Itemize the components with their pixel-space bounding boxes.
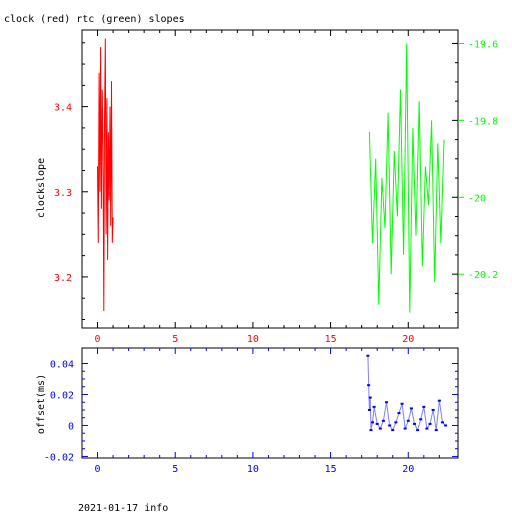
slope-right-tick-label: -19.8 xyxy=(468,116,498,127)
offset-y-tick-label: 0.02 xyxy=(50,390,74,401)
slope-left-tick-label: 3.2 xyxy=(54,273,72,284)
offset-y-tick-label: -0.02 xyxy=(44,452,74,463)
offset-trace xyxy=(367,355,446,432)
slope-x-tick-label: 5 xyxy=(172,334,178,345)
footer-info: 2021-01-17 info xyxy=(78,503,168,512)
slope-right-tick-label: -19.6 xyxy=(468,39,498,50)
clock-slope-line xyxy=(97,38,114,312)
slope-axes: 0 5 10 15 20 3.2 3.3 3.4 -20.2 -20 -19.8 -19.6 xyxy=(54,30,498,345)
slope-right-tick-label: -20 xyxy=(468,193,486,204)
offset-x-tick-label: 20 xyxy=(402,464,414,475)
slope-series xyxy=(97,38,445,313)
slope-x-tick-label: 10 xyxy=(247,334,259,345)
slope-x-tick-label: 20 xyxy=(402,334,414,345)
slope-left-tick-label: 3.4 xyxy=(54,103,72,114)
offset-y-tick-label: 0 xyxy=(68,421,74,432)
slope-left-tick-label: 3.3 xyxy=(54,188,72,199)
offset-axes: 0 5 10 15 20 -0.02 0 0.02 0.04 xyxy=(44,348,458,475)
offset-y-tick-label: 0.04 xyxy=(50,359,74,370)
offset-x-tick-label: 15 xyxy=(325,464,337,475)
offset-x-tick-label: 5 xyxy=(172,464,178,475)
slope-right-tick-label: -20.2 xyxy=(468,270,498,281)
rtc-slope-line xyxy=(368,43,445,313)
offset-y-label: offset(ms) xyxy=(36,374,47,434)
slope-plot-frame xyxy=(81,29,459,329)
slope-x-tick-label: 15 xyxy=(325,334,337,345)
offset-x-tick-label: 0 xyxy=(95,464,101,475)
slope-x-tick-label: 0 xyxy=(95,334,101,345)
offset-plot-frame xyxy=(81,347,459,459)
offset-series xyxy=(366,354,448,432)
chart-title: clock (red) rtc (green) slopes xyxy=(4,14,185,25)
offset-x-tick-label: 10 xyxy=(247,464,259,475)
offset-point xyxy=(368,396,372,399)
slope-y-label: clockslope xyxy=(36,158,47,218)
